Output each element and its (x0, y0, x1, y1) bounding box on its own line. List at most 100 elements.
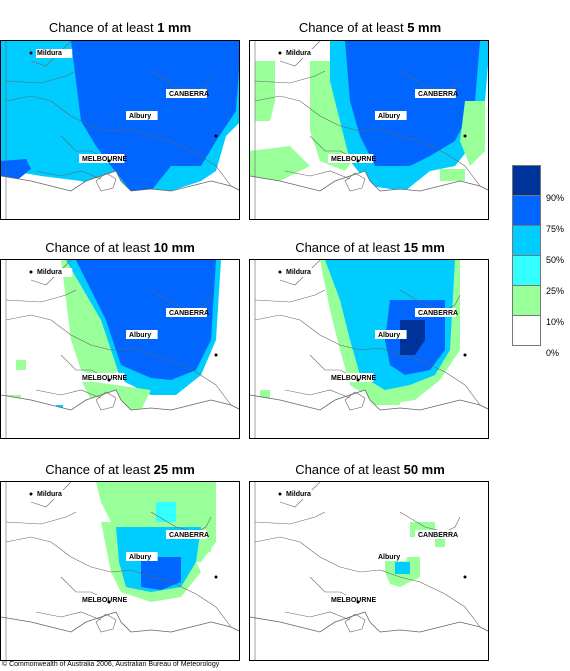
canberra-label: CANBERRA (169, 310, 209, 317)
melbourne-label-box (79, 154, 125, 163)
albury-label: Albury (378, 113, 400, 120)
legend-swatch-90 (512, 165, 541, 196)
port-phillip-bay (95, 172, 117, 192)
canberra-label-box (415, 308, 456, 317)
copyright-notice: © Commonwealth of Australia 2006, Austra… (2, 661, 220, 668)
probability-area (1, 159, 31, 181)
legend-label-25: 25% (546, 286, 565, 296)
probability-area (250, 146, 310, 181)
albury-label: Albury (378, 332, 400, 339)
panel-title-5mm: Chance of at least 5 mm (298, 20, 442, 35)
district-boundary (30, 260, 72, 286)
ocean-area (250, 612, 488, 660)
probability-area (395, 562, 410, 574)
probability-legend: 90% 75% 50% 25% 10% 0% (512, 165, 564, 358)
legend-swatch-75 (512, 195, 541, 226)
canberra-label-box (166, 530, 207, 539)
mildura-label-box (285, 49, 322, 58)
mildura-label: Mildura (286, 50, 311, 57)
district-boundary (35, 611, 102, 621)
mildura-label: Mildura (37, 50, 62, 57)
map-panel-15mm: Mildura CANBERRA Albury MELBOURNE (249, 259, 489, 439)
coastline (250, 611, 488, 633)
district-boundary (30, 41, 72, 67)
canberra-label: CANBERRA (418, 91, 458, 98)
ocean-area (1, 171, 239, 219)
city-dot (107, 600, 111, 604)
mildura-label-box (36, 49, 73, 58)
mildura-label: Mildura (37, 491, 62, 498)
mildura-label-box (36, 490, 73, 499)
city-dot (356, 378, 360, 382)
albury-label-box (126, 330, 158, 339)
map-panel-5mm: Mildura CANBERRA Albury MELBOURNE (249, 40, 489, 220)
coastline (1, 611, 239, 633)
melbourne-label: MELBOURNE (82, 597, 127, 604)
mildura-label: Mildura (286, 269, 311, 276)
map-panel-1mm: Mildura CANBERRA Albury MELBOURNE (0, 40, 240, 220)
panel-title-10mm: Chance of at least 10 mm (45, 240, 195, 255)
melbourne-label-box (328, 595, 374, 604)
probability-area (1, 81, 21, 141)
probability-area (370, 395, 400, 405)
district-boundary (254, 289, 326, 303)
legend-swatch-50 (512, 225, 541, 256)
legend-label-50: 50% (546, 255, 565, 265)
city-dot (463, 134, 467, 138)
district-boundary (5, 289, 77, 303)
coastline (1, 170, 239, 192)
melbourne-label-box (79, 373, 125, 382)
legend-label-10: 10% (546, 317, 565, 327)
district-boundary (254, 70, 326, 84)
probability-area (435, 537, 445, 547)
city-dot (29, 492, 33, 496)
district-boundary (284, 389, 351, 399)
panel-title-25mm: Chance of at least 25 mm (45, 462, 195, 477)
albury-label-box (126, 552, 158, 561)
melbourne-label: MELBOURNE (82, 156, 127, 163)
probability-area (16, 360, 26, 370)
melbourne-label-box (328, 373, 374, 382)
port-phillip-bay (344, 391, 366, 411)
district-boundary (5, 314, 232, 406)
probability-area (76, 260, 216, 380)
city-dot (214, 353, 218, 357)
city-dot (107, 378, 111, 382)
city-dot (356, 159, 360, 163)
coastline (1, 389, 239, 411)
map-panel-10mm: Mildura CANBERRA Albury MELBOURNE (0, 259, 240, 439)
probability-area (255, 61, 275, 121)
albury-label-box (375, 111, 407, 120)
probability-area (260, 390, 270, 398)
melbourne-label: MELBOURNE (331, 156, 376, 163)
canberra-label-box (415, 89, 456, 98)
melbourne-label: MELBOURNE (82, 375, 127, 382)
district-boundary (5, 95, 232, 187)
district-boundary (254, 511, 326, 525)
city-dot (463, 353, 467, 357)
mildura-label: Mildura (37, 269, 62, 276)
city-dot (356, 600, 360, 604)
port-phillip-bay (344, 172, 366, 192)
district-boundary (5, 70, 77, 84)
mildura-label: Mildura (286, 491, 311, 498)
panel-title-50mm: Chance of at least 50 mm (295, 462, 445, 477)
city-dot (463, 575, 467, 579)
district-boundary (35, 389, 102, 399)
district-boundary (5, 511, 77, 525)
probability-area (156, 502, 176, 522)
city-dot (278, 492, 282, 496)
map-panel-50mm: Mildura CANBERRA Albury MELBOURNE (249, 481, 489, 661)
city-dot (214, 134, 218, 138)
albury-label: Albury (129, 113, 151, 120)
map-panel-25mm: Mildura CANBERRA Albury MELBOURNE (0, 481, 240, 661)
legend-label-90: 90% (546, 193, 565, 203)
legend-label-75: 75% (546, 224, 565, 234)
melbourne-label-box (79, 595, 125, 604)
albury-label-box (375, 552, 407, 561)
city-dot (214, 575, 218, 579)
district-boundary (254, 314, 481, 406)
canberra-label-box (166, 89, 207, 98)
district-boundary (35, 170, 102, 180)
city-dot (278, 270, 282, 274)
